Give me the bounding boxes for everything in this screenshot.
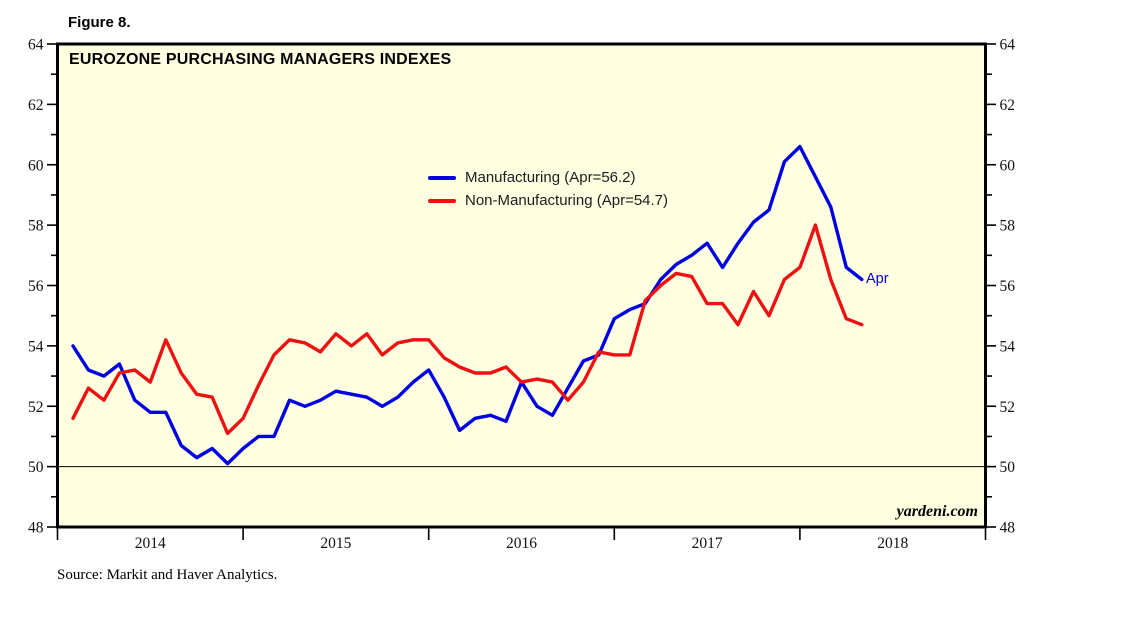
y-axis-label-left: 58 xyxy=(28,218,44,235)
x-axis-year-label: 2015 xyxy=(320,535,351,552)
y-axis-label-left: 54 xyxy=(28,338,44,355)
figure-label: Figure 8. xyxy=(68,14,131,31)
legend-label-manufacturing: Manufacturing (Apr=56.2) xyxy=(465,169,636,186)
y-axis-label-right: 64 xyxy=(1000,37,1016,54)
x-axis-year-label: 2017 xyxy=(692,535,723,552)
y-axis-label-right: 62 xyxy=(1000,97,1016,114)
legend-item-non-manufacturing: Non-Manufacturing (Apr=54.7) xyxy=(428,189,668,212)
apr-annotation: Apr xyxy=(866,271,889,287)
y-axis-label-left: 52 xyxy=(28,399,44,416)
chart-title: EUROZONE PURCHASING MANAGERS INDEXES xyxy=(69,51,452,68)
x-axis-year-label: 2018 xyxy=(877,535,908,552)
y-axis-label-left: 50 xyxy=(28,459,44,476)
y-axis-label-right: 56 xyxy=(1000,278,1016,295)
manufacturing-line xyxy=(71,144,864,466)
y-axis-label-left: 62 xyxy=(28,97,44,114)
non-manufacturing-line-swatch xyxy=(428,198,456,203)
y-axis-label-right: 54 xyxy=(1000,338,1016,355)
y-axis-label-right: 48 xyxy=(1000,520,1016,537)
legend-item-manufacturing: Manufacturing (Apr=56.2) xyxy=(428,166,668,189)
y-axis-label-right: 60 xyxy=(1000,157,1016,174)
y-axis-label-right: 58 xyxy=(1000,218,1016,235)
yardeni-watermark: yardeni.com xyxy=(896,503,978,520)
source-note: Source: Markit and Haver Analytics. xyxy=(57,567,278,583)
x-axis-year-label: 2016 xyxy=(506,535,537,552)
y-axis-label-right: 52 xyxy=(1000,399,1016,416)
y-axis-label-left: 60 xyxy=(28,157,44,174)
y-axis-label-left: 64 xyxy=(28,37,44,54)
x-axis-year-label: 2014 xyxy=(135,535,166,552)
chart-legend: Manufacturing (Apr=56.2) Non-Manufacturi… xyxy=(428,166,668,212)
y-axis-label-left: 48 xyxy=(28,520,44,537)
y-axis-label-left: 56 xyxy=(28,278,44,295)
manufacturing-line-swatch xyxy=(428,175,456,180)
legend-label-non-manufacturing: Non-Manufacturing (Apr=54.7) xyxy=(465,192,669,209)
y-axis-label-right: 50 xyxy=(1000,459,1016,476)
non-manufacturing-line xyxy=(71,223,864,436)
